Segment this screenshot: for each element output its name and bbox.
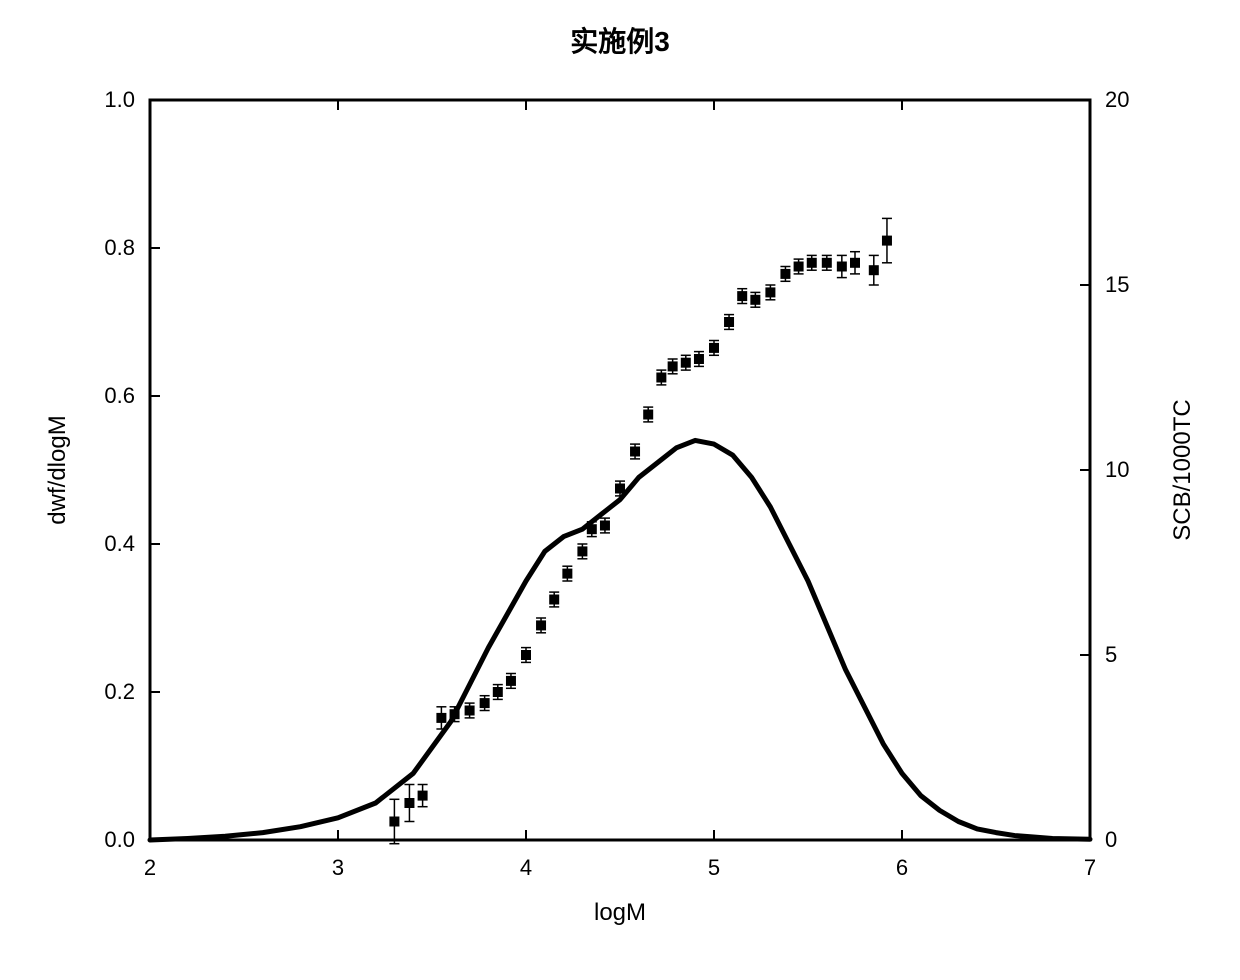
ytick-left-label: 0.2 xyxy=(104,679,135,704)
ytick-left-label: 1.0 xyxy=(104,87,135,112)
scatter-marker xyxy=(656,373,666,383)
xtick-label: 6 xyxy=(896,855,908,880)
chart-container: 实施例3 2 3 4 5 6 7 0.0 0.2 0.4 0.6 0.8 1.0 0 5 10 15 20 log… xyxy=(20,20,1220,960)
scatter-marker xyxy=(600,521,610,531)
scatter-marker xyxy=(404,798,414,808)
ytick-right-label: 20 xyxy=(1105,87,1129,112)
scatter-marker xyxy=(480,698,490,708)
scatter-marker xyxy=(709,343,719,353)
scatter-marker xyxy=(577,546,587,556)
scatter-marker xyxy=(837,262,847,272)
xtick-label: 3 xyxy=(332,855,344,880)
scatter-marker xyxy=(389,817,399,827)
chart-title: 实施例3 xyxy=(20,20,1220,60)
xtick-label: 4 xyxy=(520,855,532,880)
ytick-left-label: 0.8 xyxy=(104,235,135,260)
scatter-marker xyxy=(668,361,678,371)
xtick-label: 5 xyxy=(708,855,720,880)
scatter-marker xyxy=(681,358,691,368)
xlabel: logM xyxy=(594,899,646,926)
scatter-marker xyxy=(436,713,446,723)
plot-border xyxy=(150,100,1090,840)
xtick-label: 7 xyxy=(1084,855,1096,880)
ytick-right-label: 10 xyxy=(1105,457,1129,482)
scatter-marker xyxy=(521,650,531,660)
scatter-marker xyxy=(615,484,625,494)
ytick-right-label: 15 xyxy=(1105,272,1129,297)
scatter-marker xyxy=(724,317,734,327)
scatter-marker xyxy=(643,410,653,420)
ylabel-left: dwf/dlogM xyxy=(44,415,71,524)
ytick-left-label: 0.6 xyxy=(104,383,135,408)
chart-svg: 2 3 4 5 6 7 0.0 0.2 0.4 0.6 0.8 1.0 0 5 10 15 20 logM dwf/… xyxy=(20,70,1220,950)
scatter-marker xyxy=(630,447,640,457)
scatter-marker xyxy=(822,258,832,268)
scatter-marker xyxy=(536,620,546,630)
ytick-left-label: 0.0 xyxy=(104,827,135,852)
scatter-marker xyxy=(549,595,559,605)
scatter-marker xyxy=(493,687,503,697)
scatter-marker xyxy=(765,287,775,297)
scatter-marker xyxy=(450,709,460,719)
scatter-marker xyxy=(737,291,747,301)
ylabel-right: SCB/1000TC xyxy=(1169,399,1196,540)
xtick-label: 2 xyxy=(144,855,156,880)
ytick-right-label: 5 xyxy=(1105,642,1117,667)
scatter-marker xyxy=(780,269,790,279)
scatter-marker xyxy=(850,258,860,268)
scatter-marker xyxy=(418,791,428,801)
ytick-left-label: 0.4 xyxy=(104,531,135,556)
scatter-marker xyxy=(694,354,704,364)
line-series xyxy=(150,440,1090,840)
scatter-marker xyxy=(465,706,475,716)
scatter-marker xyxy=(807,258,817,268)
scatter-marker xyxy=(750,295,760,305)
scatter-marker xyxy=(562,569,572,579)
ytick-right-label: 0 xyxy=(1105,827,1117,852)
scatter-marker xyxy=(587,524,597,534)
scatter-marker xyxy=(882,236,892,246)
scatter-marker xyxy=(869,265,879,275)
scatter-marker xyxy=(506,676,516,686)
scatter-marker xyxy=(794,262,804,272)
